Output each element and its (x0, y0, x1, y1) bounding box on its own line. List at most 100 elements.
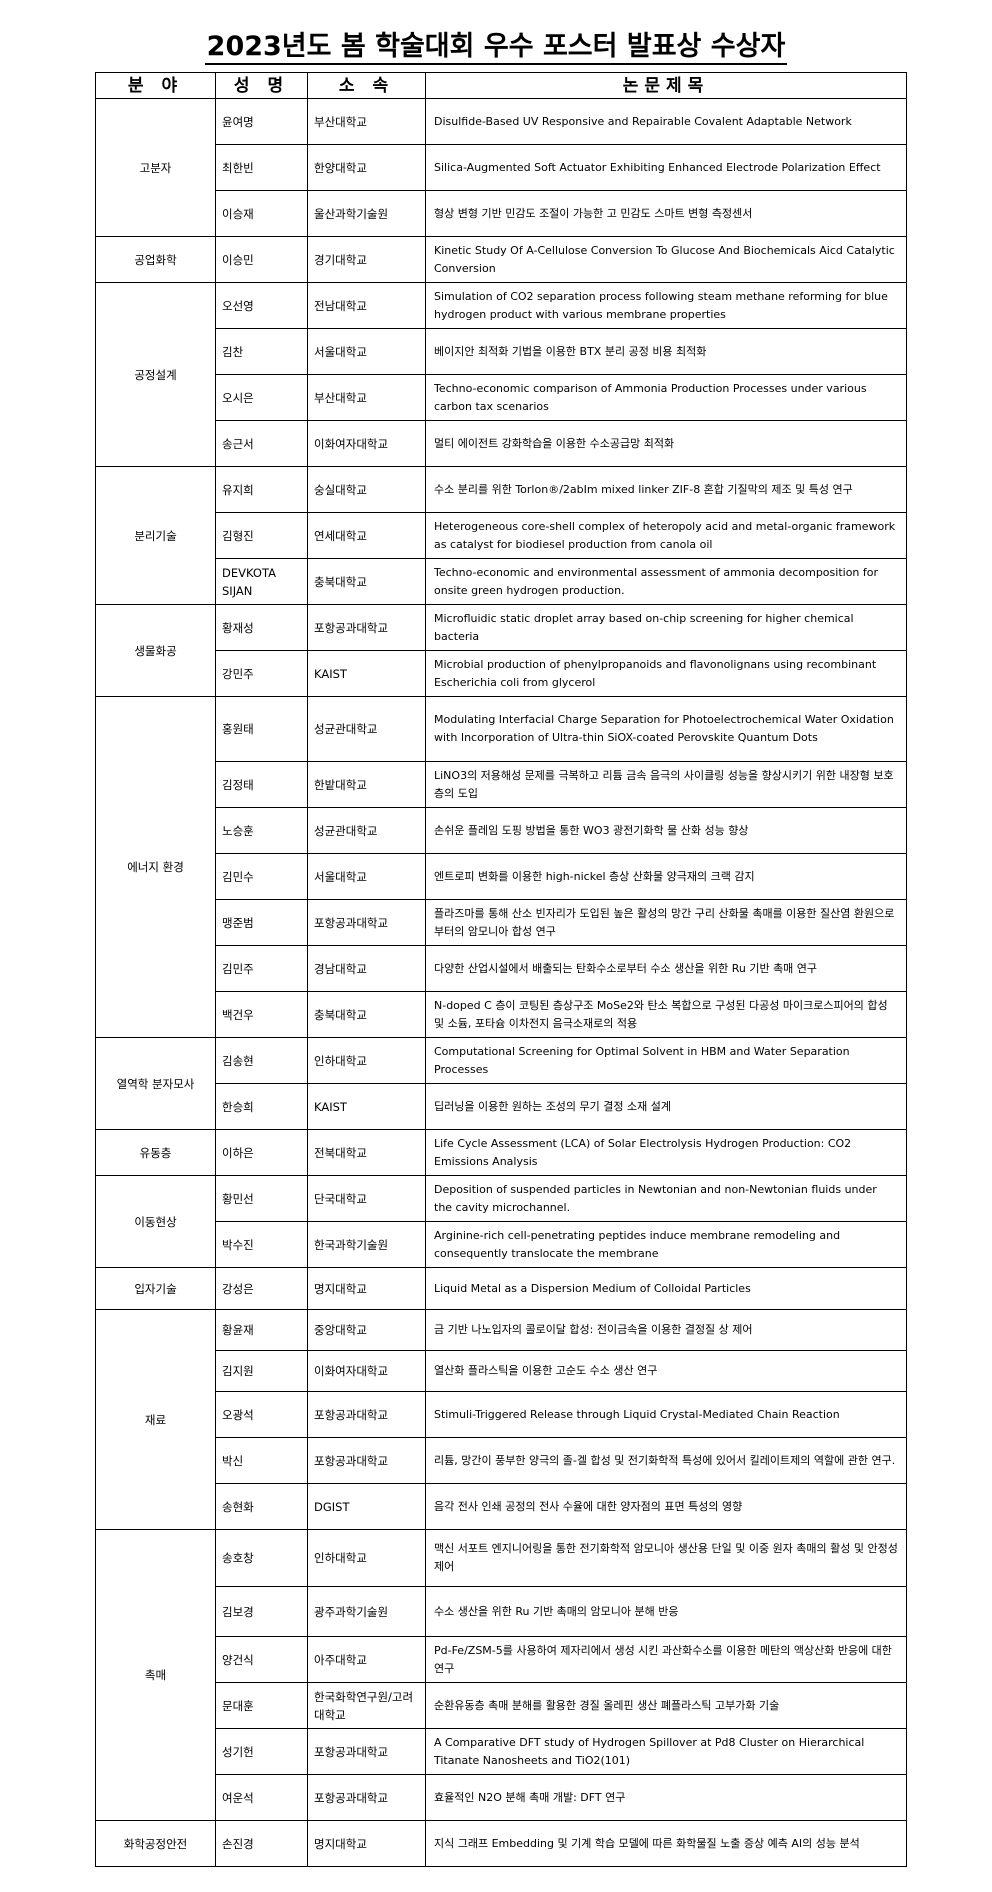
table-row: 백건우 충북대학교 N-doped C 층이 코팅된 층상구조 MoSe2와 탄소 … (96, 991, 907, 1038)
name-cell: 여운석 (215, 1774, 308, 1821)
awardees-table: 분 야 성 명 소 속 논문제목 고분자 윤여명 부산대학교 Disulfide-Ba… (95, 72, 907, 1867)
name-cell: DEVKOTA SIJAN (215, 558, 308, 605)
field-cell: 입자기술 (95, 1267, 216, 1310)
field-cell: 이동현상 (95, 1175, 216, 1268)
affiliation-cell: 경기대학교 (307, 236, 426, 283)
table-row: 박신 포항공과대학교 리튬, 망간이 풍부한 양극의 졸-겔 합성 및 전기화학적 … (96, 1437, 907, 1484)
affiliation-cell: 포항공과대학교 (307, 899, 426, 946)
header-paper-title: 논문제목 (425, 72, 907, 99)
table-row: 김정태 한밭대학교 LiNO3의 저용해성 문제를 극복하고 리튬 금속 음극의 사… (96, 761, 907, 808)
name-cell: 이승재 (215, 190, 308, 237)
affiliation-cell: 아주대학교 (307, 1636, 426, 1683)
affiliation-cell: 울산과학기술원 (307, 190, 426, 237)
paper-title-cell: Microfluidic static droplet array based … (425, 604, 907, 651)
affiliation-cell: 경남대학교 (307, 945, 426, 992)
table-row: 생물화공 황재성 포항공과대학교 Microfluidic static drople… (95, 604, 907, 697)
field-cell: 에너지 환경 (95, 696, 216, 1038)
affiliation-cell: 한밭대학교 (307, 761, 426, 808)
affiliation-cell: 숭실대학교 (307, 466, 426, 513)
paper-title-cell: 손쉬운 플레임 도핑 방법을 통한 WO3 광전기화학 물 산화 성능 향상 (425, 807, 907, 854)
header-field: 분 야 (95, 72, 216, 99)
field-cell: 공업화학 (95, 236, 216, 283)
paper-title-cell: Silica-Augmented Soft Actuator Exhibitin… (425, 144, 907, 191)
paper-title-cell: 지식 그래프 Embedding 및 기계 학습 모델에 따른 화학물질 노출 … (425, 1820, 907, 1867)
affiliation-cell: 부산대학교 (307, 98, 426, 145)
table-row: 오광석 포항공과대학교 Stimuli-Triggered Release thro… (96, 1391, 907, 1438)
table-row: 송현화 DGIST 음각 전사 인쇄 공정의 전사 수율에 대한 양자점의 표면 특… (96, 1483, 907, 1530)
affiliation-cell: 이화여자대학교 (307, 1350, 426, 1392)
table-row: 유동층 이하은 전북대학교 Life Cycle Assessment (LCA) o… (95, 1129, 907, 1176)
table-row: 문대훈 한국화학연구원/고려대학교 순환유동층 촉매 분해를 활용한 경질 올레핀 … (96, 1682, 907, 1729)
paper-title-cell: Life Cycle Assessment (LCA) of Solar Ele… (425, 1129, 907, 1176)
affiliation-cell: 성균관대학교 (307, 696, 426, 762)
affiliation-cell: 서울대학교 (307, 853, 426, 900)
affiliation-cell: 광주과학기술원 (307, 1586, 426, 1637)
affiliation-cell: 한국화학연구원/고려대학교 (307, 1682, 426, 1729)
table-row: 김형진 연세대학교 Heterogeneous core-shell complex… (96, 512, 907, 559)
name-cell: 홍원태 (215, 696, 308, 762)
field-cell: 분리기술 (95, 466, 216, 605)
header-name: 성 명 (215, 72, 308, 99)
paper-title-cell: 엔트로피 변화를 이용한 high-nickel 층상 산화물 양극재의 크랙 … (425, 853, 907, 900)
name-cell: 오선영 (215, 282, 308, 329)
paper-title-cell: 딥러닝을 이용한 원하는 조성의 무기 결정 소재 설계 (425, 1083, 907, 1130)
table-row: 송근서 이화여자대학교 멀티 에이전트 강화학습을 이용한 수소공급망 최적화 (96, 420, 907, 467)
field-cell: 공정설계 (95, 282, 216, 467)
name-cell: 오시은 (215, 374, 308, 421)
paper-title-cell: 순환유동층 촉매 분해를 활용한 경질 올레핀 생산 폐플라스틱 고부가화 기술 (425, 1682, 907, 1729)
affiliation-cell: 인하대학교 (307, 1529, 426, 1587)
table-row: 여운석 포항공과대학교 효율적인 N2O 분해 촉매 개발: DFT 연구 (96, 1774, 907, 1821)
name-cell: 강민주 (215, 650, 308, 697)
table-row: 고분자 윤여명 부산대학교 Disulfide-Based UV Responsive… (95, 98, 907, 237)
paper-title-cell: Simulation of CO2 separation process fol… (425, 282, 907, 329)
paper-title-cell: 멀티 에이전트 강화학습을 이용한 수소공급망 최적화 (425, 420, 907, 467)
affiliation-cell: 명지대학교 (307, 1267, 426, 1310)
name-cell: 김민주 (215, 945, 308, 992)
name-cell: 문대훈 (215, 1682, 308, 1729)
affiliation-cell: 한양대학교 (307, 144, 426, 191)
affiliation-cell: 한국과학기술원 (307, 1221, 426, 1268)
table-row: 촉매 송호창 인하대학교 맥신 서포트 엔지니어링을 통한 전기화학적 암모니아 생산… (95, 1529, 907, 1821)
paper-title-cell: 다양한 산업시설에서 배출되는 탄화수소로부터 수소 생산을 위한 Ru 기반 … (425, 945, 907, 992)
table-row: 오시은 부산대학교 Techno-economic comparison of Am… (96, 374, 907, 421)
name-cell: 윤여명 (215, 98, 308, 145)
table-row: 강민주 KAIST Microbial production of phenylpr… (96, 650, 907, 697)
affiliation-cell: KAIST (307, 650, 426, 697)
affiliation-cell: 전북대학교 (307, 1129, 426, 1176)
paper-title-cell: Liquid Metal as a Dispersion Medium of C… (425, 1267, 907, 1310)
paper-title-cell: N-doped C 층이 코팅된 층상구조 MoSe2와 탄소 복합으로 구성된… (425, 991, 907, 1038)
paper-title-cell: 열산화 플라스틱을 이용한 고순도 수소 생산 연구 (425, 1350, 907, 1392)
table-row: 김보경 광주과학기술원 수소 생산을 위한 Ru 기반 촉매의 암모니아 분해 반응 (96, 1586, 907, 1637)
name-cell: 박신 (215, 1437, 308, 1484)
name-cell: 이하은 (215, 1129, 308, 1176)
field-cell: 열역학 분자모사 (95, 1037, 216, 1130)
name-cell: 박수진 (215, 1221, 308, 1268)
header-affiliation: 소 속 (307, 72, 426, 99)
table-header-row: 분 야 성 명 소 속 논문제목 (95, 72, 907, 99)
table-row: 김찬 서울대학교 베이지안 최적화 기법을 이용한 BTX 분리 공정 비용 최적화 (96, 328, 907, 375)
table-row: 입자기술 강성은 명지대학교 Liquid Metal as a Dispersion… (95, 1267, 907, 1310)
table-row: 양건식 아주대학교 Pd-Fe/ZSM-5를 사용하여 제자리에서 생성 시킨 과산… (96, 1636, 907, 1683)
paper-title-cell: 수소 분리를 위한 Torlon®/2abIm mixed linker ZIF… (425, 466, 907, 513)
paper-title-cell: 형상 변형 기반 민감도 조절이 가능한 고 민감도 스마트 변형 측정센서 (425, 190, 907, 237)
paper-title-cell: Modulating Interfacial Charge Separation… (425, 696, 907, 762)
affiliation-cell: 중앙대학교 (307, 1309, 426, 1351)
paper-title-cell: 효율적인 N2O 분해 촉매 개발: DFT 연구 (425, 1774, 907, 1821)
table-row: 김민주 경남대학교 다양한 산업시설에서 배출되는 탄화수소로부터 수소 생산을 위… (96, 945, 907, 992)
table-row: 열역학 분자모사 김송현 인하대학교 Computational Screening … (95, 1037, 907, 1130)
name-cell: 김보경 (215, 1586, 308, 1637)
affiliation-cell: 연세대학교 (307, 512, 426, 559)
affiliation-cell: 이화여자대학교 (307, 420, 426, 467)
paper-title-cell: LiNO3의 저용해성 문제를 극복하고 리튬 금속 음극의 사이클링 성능을 … (425, 761, 907, 808)
field-cell: 유동층 (95, 1129, 216, 1176)
name-cell: 김민수 (215, 853, 308, 900)
affiliation-cell: 포항공과대학교 (307, 1728, 426, 1775)
table-row: 최한빈 한양대학교 Silica-Augmented Soft Actuator E… (96, 144, 907, 191)
table-row: 맹준범 포항공과대학교 플라즈마를 통해 산소 빈자리가 도입된 높은 활성의 망간… (96, 899, 907, 946)
name-cell: 송근서 (215, 420, 308, 467)
paper-title-cell: Computational Screening for Optimal Solv… (425, 1037, 907, 1084)
affiliation-cell: 전남대학교 (307, 282, 426, 329)
page-title-text: 2023년도 봄 학술대회 우수 포스터 발표상 수상자 (204, 31, 788, 65)
table-row: 한승희 KAIST 딥러닝을 이용한 원하는 조성의 무기 결정 소재 설계 (96, 1083, 907, 1130)
paper-title-cell: 리튬, 망간이 풍부한 양극의 졸-겔 합성 및 전기화학적 특성에 있어서 킬… (425, 1437, 907, 1484)
